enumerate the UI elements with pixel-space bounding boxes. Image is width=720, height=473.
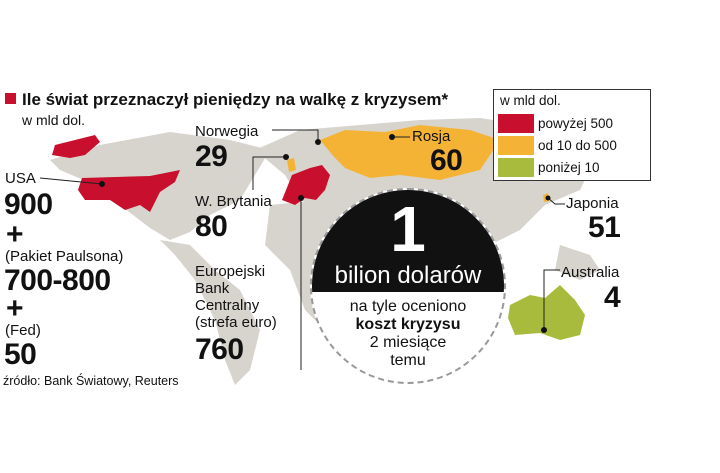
norway-label: Norwegia <box>195 123 259 140</box>
australia-value: 4 <box>604 281 621 314</box>
summary-line-4: temu <box>390 352 426 369</box>
usa-label: USA <box>5 170 36 187</box>
australia-region <box>508 285 585 340</box>
japan-label: Japonia <box>566 195 619 212</box>
summary-line-3: 2 miesiące <box>369 334 447 351</box>
legend: w mld dol. powyżej 500 od 10 do 500 poni… <box>493 89 651 181</box>
map-subtitle: w mld dol. <box>22 112 86 128</box>
russia-value: 60 <box>430 144 463 177</box>
ecb-label-2: Bank <box>195 280 230 297</box>
leader-lines <box>39 129 565 370</box>
greenland-region <box>52 135 100 158</box>
ecb-value: 760 <box>195 333 244 366</box>
summary-line-2: koszt kryzysu <box>355 316 461 333</box>
title-marker <box>5 93 16 104</box>
summary-big-number: 1 <box>390 193 426 265</box>
usa-note-paulson: (Pakiet Paulsona) <box>5 248 124 265</box>
usa-value-fed: 50 <box>4 338 37 371</box>
usa-note-fed: (Fed) <box>5 322 41 339</box>
australia-label: Australia <box>561 264 620 281</box>
summary-circle: 1 bilion dolarów na tyle oceniono koszt … <box>310 188 506 384</box>
usa-plus-1: + <box>6 218 24 251</box>
uk-region <box>287 158 296 172</box>
summary-circle-header <box>312 190 504 292</box>
usa-value: 900 <box>4 188 53 221</box>
source-note: źródło: Bank Światowy, Reuters <box>3 374 179 388</box>
usa-region <box>78 170 180 212</box>
russia-region <box>320 125 500 180</box>
location-dots <box>99 134 551 333</box>
ecb-label-4: (strefa euro) <box>195 314 277 331</box>
legend-swatch <box>498 114 534 133</box>
legend-item-10-500: od 10 do 500 <box>498 136 646 155</box>
usa-plus-2: + <box>6 292 24 325</box>
summary-headline: bilion dolarów <box>334 262 482 289</box>
legend-swatch <box>498 158 534 177</box>
usa-value-paulson: 700-800 <box>4 264 111 297</box>
legend-title: w mld dol. <box>500 93 561 108</box>
legend-item-above-500: powyżej 500 <box>498 114 646 133</box>
japan-value: 51 <box>588 211 621 244</box>
norway-value: 29 <box>195 140 228 173</box>
ecb-label-3: Centralny <box>195 297 260 314</box>
legend-item-below-10: poniżej 10 <box>498 158 646 177</box>
uk-value: 80 <box>195 210 228 243</box>
legend-label: powyżej 500 <box>538 116 614 131</box>
legend-swatch <box>498 136 534 155</box>
russia-label: Rosja <box>412 128 451 145</box>
legend-label: od 10 do 500 <box>538 138 617 153</box>
summary-line-1: na tyle oceniono <box>349 298 467 315</box>
legend-label: poniżej 10 <box>538 160 600 175</box>
map-title: Ile świat przeznaczył pieniędzy na walkę… <box>22 90 449 109</box>
ecb-label-1: Europejski <box>195 263 266 280</box>
uk-label: W. Brytania <box>195 193 272 210</box>
